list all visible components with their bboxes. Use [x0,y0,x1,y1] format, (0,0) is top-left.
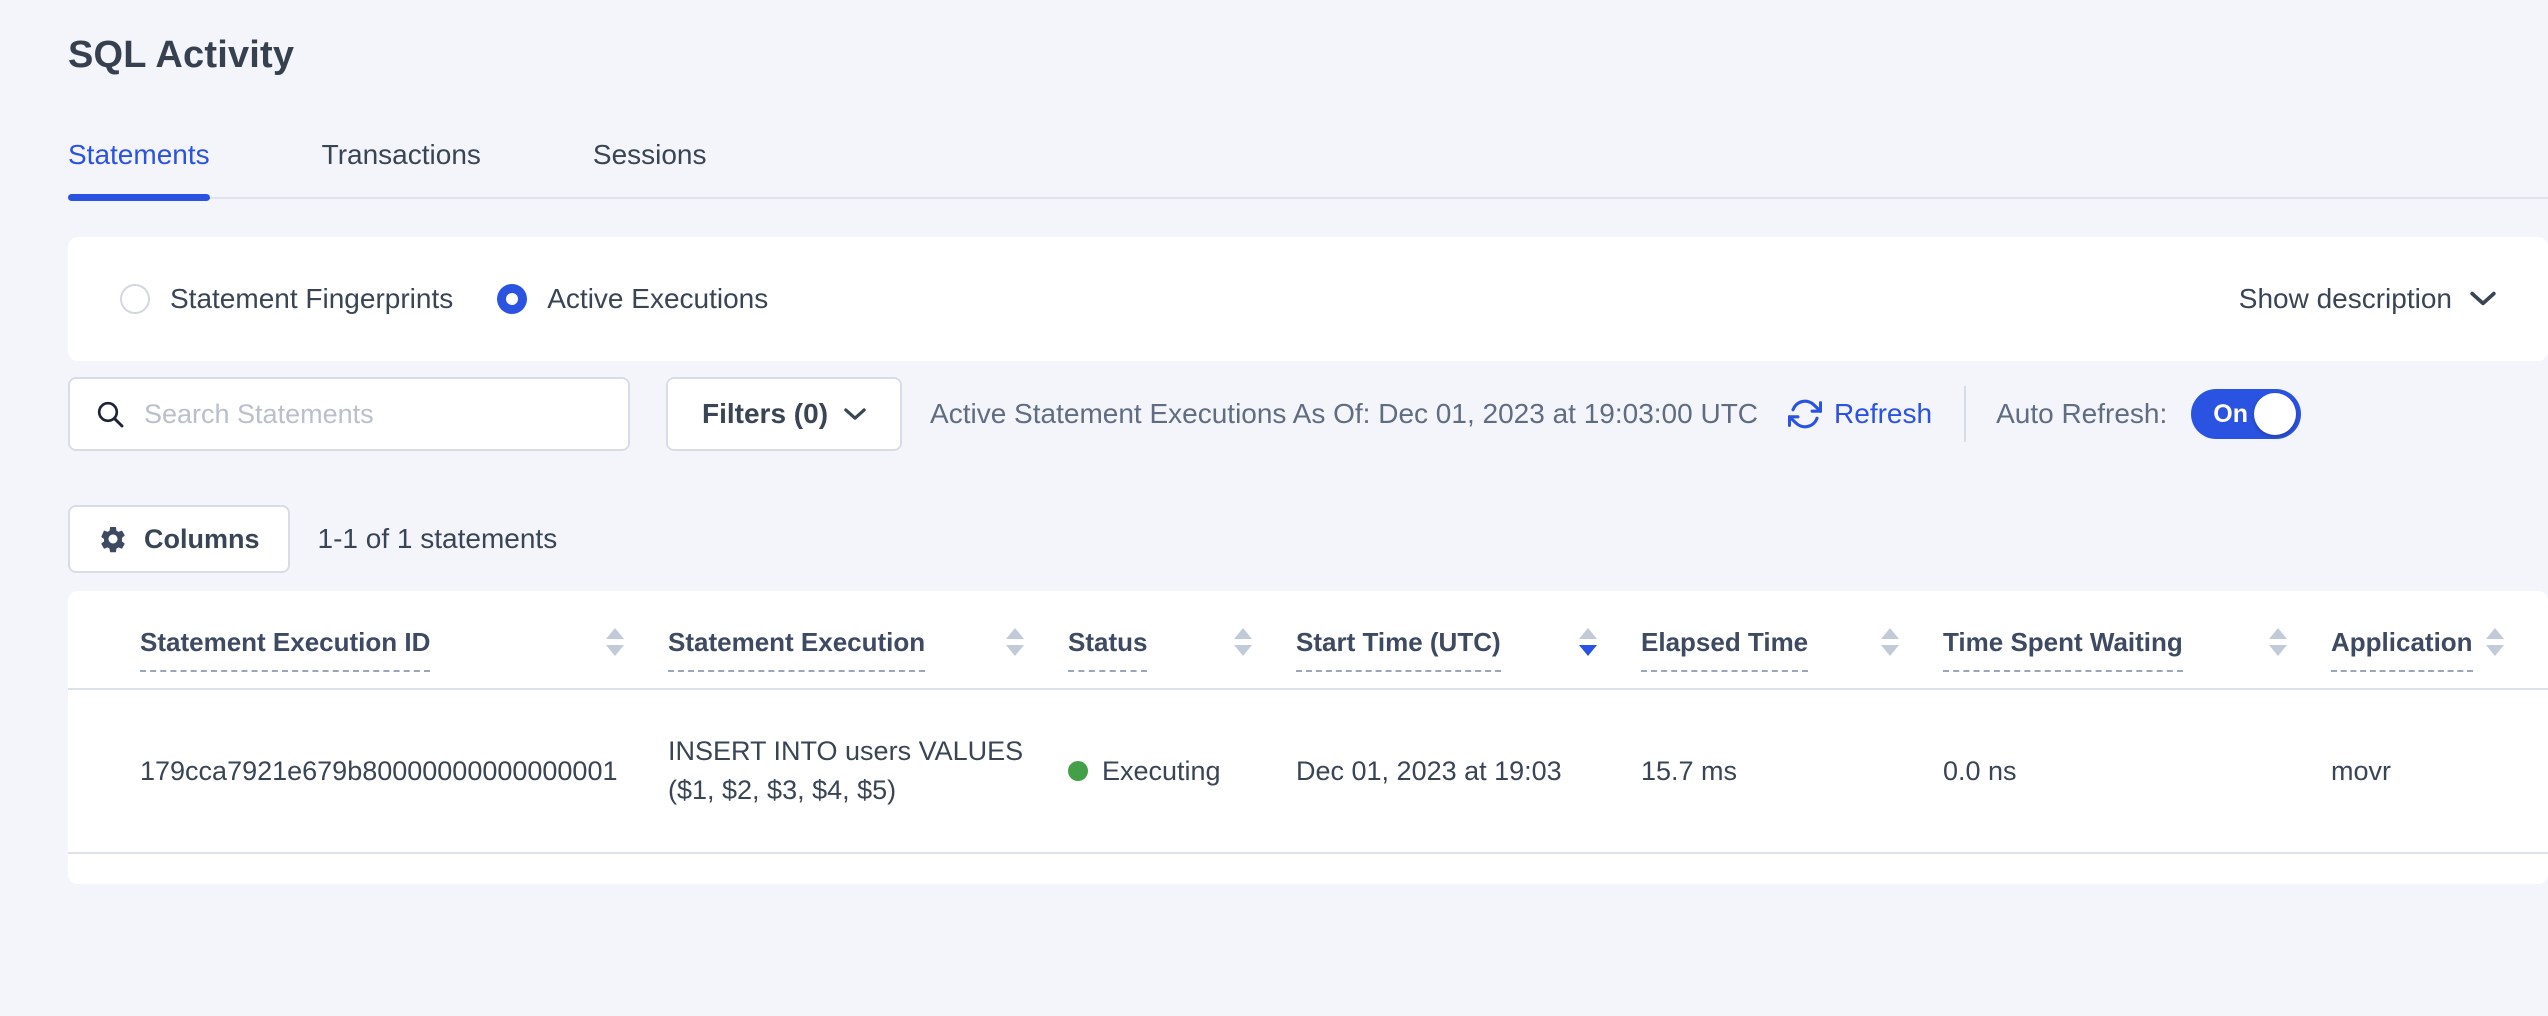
tab-statements[interactable]: Statements [68,139,210,201]
column-header-time-spent-waiting[interactable]: Time Spent Waiting [1943,591,2331,690]
search-input[interactable] [144,398,604,430]
radio-unselected-icon [120,284,150,314]
search-icon [94,398,126,430]
controls-row: Filters (0) Active Statement Executions … [68,377,2548,451]
chevron-down-icon [2470,291,2496,307]
sort-icon-active-desc[interactable] [1579,628,1597,656]
radio-active-executions[interactable]: Active Executions [497,283,768,315]
sort-icon[interactable] [1234,628,1252,656]
result-count: 1-1 of 1 statements [317,523,558,554]
sort-icon[interactable] [606,628,624,656]
statements-table: Statement Execution ID Statement Executi… [68,591,2548,854]
cell-time-spent-waiting: 0.0 ns [1943,689,2331,854]
sort-icon[interactable] [2486,628,2504,656]
statement-line-1: INSERT INTO users VALUES [668,736,1024,766]
cell-execution-id: 179cca7921e679b80000000000000001 [68,689,668,854]
column-header-statement-execution-id[interactable]: Statement Execution ID [68,591,668,690]
column-header-elapsed-time[interactable]: Elapsed Time [1641,591,1943,690]
as-of-timestamp: Active Statement Executions As Of: Dec 0… [930,398,1759,429]
search-box[interactable] [68,377,630,451]
radio-label: Active Executions [547,283,769,314]
chevron-down-icon [844,407,866,421]
radio-statement-fingerprints[interactable]: Statement Fingerprints [120,283,453,315]
table-header-row: Statement Execution ID Statement Executi… [68,591,2548,690]
cell-start-time: Dec 01, 2023 at 19:03 [1296,689,1641,854]
sort-icon[interactable] [2269,628,2287,656]
columns-label: Columns [144,523,260,554]
table-controls-row: Columns 1-1 of 1 statements [68,505,2548,573]
tab-bar: Statements Transactions Sessions [68,139,2548,201]
refresh-label: Refresh [1834,398,1933,429]
cell-application: movr [2331,689,2548,854]
refresh-button[interactable]: Refresh [1788,397,1932,431]
column-header-status[interactable]: Status [1068,591,1296,690]
view-mode-card: Statement Fingerprints Active Executions… [68,237,2548,361]
refresh-icon [1788,397,1823,431]
statement-line-2: ($1, $2, $3, $4, $5) [668,775,897,805]
columns-button[interactable]: Columns [68,505,290,573]
cell-status: Executing [1068,689,1296,854]
filters-label: Filters (0) [702,398,829,429]
status-dot-icon [1068,761,1088,781]
tab-sessions[interactable]: Sessions [592,139,707,170]
statements-table-card: Statement Execution ID Statement Executi… [68,591,2548,884]
auto-refresh-toggle[interactable]: On [2191,389,2302,439]
column-header-application[interactable]: Application [2331,591,2548,690]
radio-selected-icon [497,284,528,314]
filters-button[interactable]: Filters (0) [666,377,903,451]
gear-icon [98,524,128,554]
radio-label: Statement Fingerprints [170,283,454,314]
column-header-start-time[interactable]: Start Time (UTC) [1296,591,1641,690]
show-description-label: Show description [2238,283,2452,314]
cell-elapsed-time: 15.7 ms [1641,689,1943,854]
table-row[interactable]: 179cca7921e679b80000000000000001 INSERT … [68,689,2548,854]
sort-icon[interactable] [1881,628,1899,656]
auto-refresh-label: Auto Refresh: [1996,398,2168,429]
tab-transactions[interactable]: Transactions [321,139,481,170]
status-label: Executing [1102,755,1221,786]
cell-statement: INSERT INTO users VALUES ($1, $2, $3, $4… [668,689,1068,854]
column-header-statement-execution[interactable]: Statement Execution [668,591,1068,690]
toggle-knob [2254,393,2297,435]
page-title: SQL Activity [68,34,295,76]
show-description-button[interactable]: Show description [2239,283,2496,315]
sort-icon[interactable] [1006,628,1024,656]
vertical-divider [1964,386,1967,442]
toggle-state-label: On [2213,399,2248,428]
